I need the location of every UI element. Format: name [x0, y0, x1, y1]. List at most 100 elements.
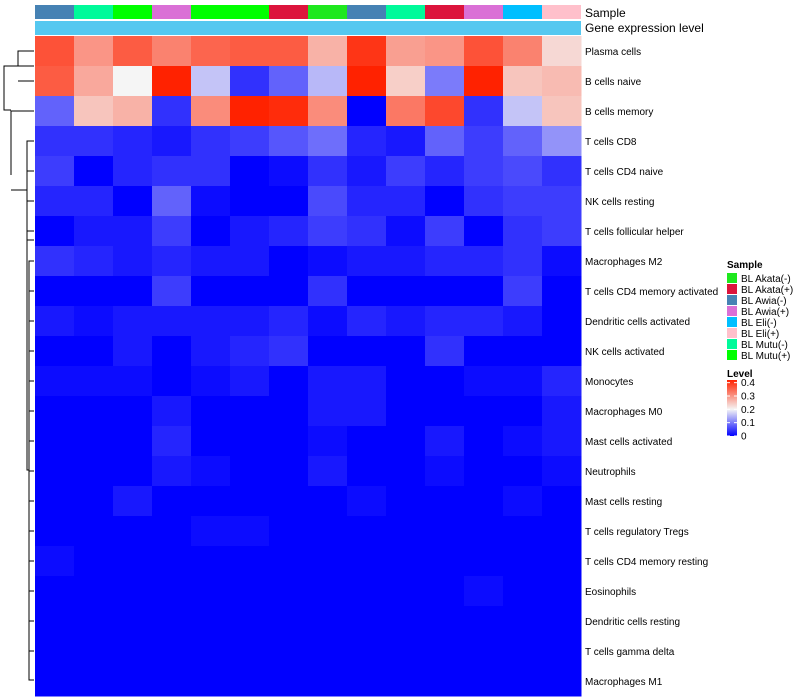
heatmap-cell	[347, 276, 387, 307]
heatmap-cell	[113, 126, 153, 157]
heatmap-cell	[347, 246, 387, 277]
heatmap-cell	[347, 96, 387, 127]
heatmap-cell	[35, 216, 75, 247]
heatmap-cell	[35, 456, 75, 487]
heatmap-cell	[191, 126, 231, 157]
heatmap-cell	[425, 636, 465, 667]
heatmap-cell	[386, 396, 426, 427]
heatmap-cell	[269, 516, 309, 547]
heatmap-cell	[269, 606, 309, 637]
heatmap-cell	[503, 576, 543, 607]
heatmap-cell	[425, 186, 465, 217]
row-labels: Plasma cells B cells naive B cells memory T…	[585, 47, 718, 688]
heatmap-cell	[113, 516, 153, 547]
heatmap-cell	[425, 666, 465, 697]
heatmap-cell	[464, 396, 504, 427]
heatmap-cell	[347, 606, 387, 637]
heatmap-cell	[230, 606, 270, 637]
heatmap-cell	[230, 246, 270, 277]
heatmap-cell	[35, 246, 75, 277]
heatmap-cell	[503, 246, 543, 277]
gene-expression-annotation-label: Gene expression level	[585, 21, 704, 35]
heatmap-cell	[503, 156, 543, 187]
heatmap-cell	[113, 156, 153, 187]
row-label: Mast cells activated	[585, 437, 672, 448]
level-legend: Level 0.4 0.3 0.2 0.1 0	[727, 369, 755, 443]
heatmap-cell	[191, 186, 231, 217]
heatmap-cell	[113, 366, 153, 397]
heatmap-cell	[191, 366, 231, 397]
level-legend-title: Level	[727, 369, 753, 380]
heatmap-cell	[230, 396, 270, 427]
dendrogram-branch	[11, 189, 29, 471]
row-label: T cells CD4 memory resting	[585, 557, 708, 568]
heatmap-cell	[503, 486, 543, 517]
sample-legend-swatch	[727, 273, 737, 283]
heatmap-cell	[269, 336, 309, 367]
heatmap-cell	[464, 666, 504, 697]
heatmap-cell	[230, 186, 270, 217]
heatmap-cells	[35, 36, 582, 697]
heatmap-cell	[269, 426, 309, 457]
row-label: Dendritic cells resting	[585, 617, 680, 628]
heatmap-cell	[35, 606, 75, 637]
heatmap-cell	[425, 306, 465, 337]
heatmap-cell	[269, 276, 309, 307]
heatmap-cell	[464, 456, 504, 487]
heatmap-cell	[35, 186, 75, 217]
heatmap-cell	[74, 306, 114, 337]
heatmap-cell	[269, 36, 309, 67]
heatmap-cell	[152, 126, 192, 157]
heatmap-cell	[464, 366, 504, 397]
heatmap-cell	[191, 96, 231, 127]
heatmap-cell	[347, 126, 387, 157]
sample-annotation-cell	[386, 5, 425, 19]
heatmap-cell	[503, 636, 543, 667]
heatmap-cell	[503, 666, 543, 697]
heatmap-cell	[191, 426, 231, 457]
heatmap-cell	[74, 126, 114, 157]
heatmap-cell	[35, 396, 75, 427]
sample-legend-swatch	[727, 339, 737, 349]
heatmap-cell	[542, 36, 582, 67]
heatmap-cell	[503, 456, 543, 487]
heatmap-cell	[542, 396, 582, 427]
level-tick-label: 0.3	[741, 392, 755, 403]
heatmap-cell	[503, 306, 543, 337]
dendrogram-branch	[3, 65, 34, 175]
heatmap-cell	[464, 156, 504, 187]
heatmap-cell	[35, 276, 75, 307]
heatmap-cell	[308, 396, 348, 427]
dendrogram-branch	[26, 140, 34, 241]
heatmap-cell	[230, 156, 270, 187]
heatmap-cell	[425, 366, 465, 397]
heatmap-cell	[464, 66, 504, 97]
heatmap-cell	[347, 636, 387, 667]
heatmap-cell	[503, 396, 543, 427]
heatmap-cell	[425, 606, 465, 637]
heatmap-cell	[464, 426, 504, 457]
expression-annotation-cell	[35, 21, 581, 35]
heatmap-cell	[425, 516, 465, 547]
heatmap-cell	[152, 636, 192, 667]
heatmap-cell	[74, 576, 114, 607]
row-label: Mast cells resting	[585, 497, 662, 508]
heatmap-cell	[542, 216, 582, 247]
sample-annotation-cell	[464, 5, 503, 19]
heatmap-cell	[503, 606, 543, 637]
sample-legend-swatch	[727, 284, 737, 294]
heatmap-cell	[386, 456, 426, 487]
heatmap-cell	[230, 66, 270, 97]
heatmap-cell	[542, 486, 582, 517]
heatmap-cell	[74, 216, 114, 247]
heatmap-cell	[74, 426, 114, 457]
heatmap-cell	[74, 516, 114, 547]
heatmap-cell	[347, 306, 387, 337]
heatmap-cell	[74, 666, 114, 697]
heatmap-cell	[191, 36, 231, 67]
heatmap-cell	[113, 336, 153, 367]
heatmap-cell	[386, 666, 426, 697]
heatmap-cell	[74, 336, 114, 367]
heatmap-cell	[386, 246, 426, 277]
heatmap-cell	[230, 126, 270, 157]
